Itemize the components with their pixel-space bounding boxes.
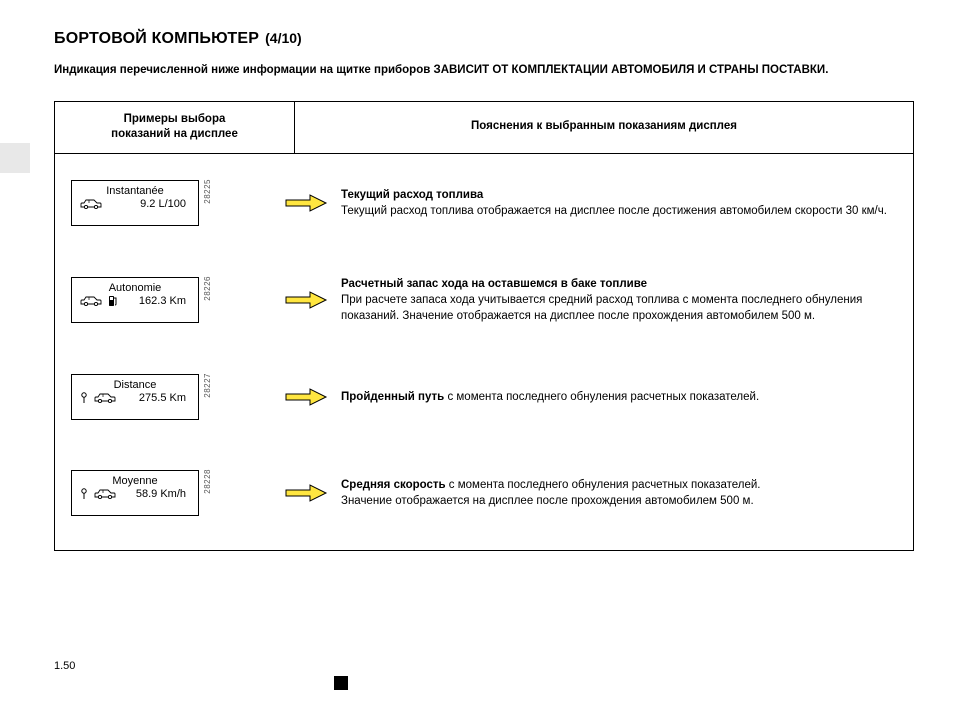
footer-marker xyxy=(334,676,348,690)
figure-number: 28226 xyxy=(203,276,212,301)
display-value: 9.2 L/100 xyxy=(108,198,190,210)
display-value: 162.3 Km xyxy=(124,295,190,307)
title-row: БОРТОВОЙ КОМПЬЮТЕР (4/10) xyxy=(54,30,914,48)
arrow-icon xyxy=(284,291,328,309)
table-header: Примеры выбора показаний на дисплее Пояс… xyxy=(55,102,913,154)
display-column: Moyenne58.9 Km/h 28228 xyxy=(71,470,271,516)
arrow-icon xyxy=(284,484,328,502)
header-left-line2: показаний на дисплее xyxy=(111,128,238,140)
car-icon xyxy=(94,392,116,404)
description-title: Расчетный запас хода на оставшемся в бак… xyxy=(341,278,647,290)
display-column: Distance275.5 Km 28227 xyxy=(71,374,271,420)
description: Средняя скорость с момента последнего об… xyxy=(341,477,897,509)
display-box: Autonomie162.3 Km xyxy=(71,277,199,323)
display-value: 275.5 Km xyxy=(122,392,190,404)
table-body: Instantanée9.2 L/100 28225 Текущий расход … xyxy=(55,154,913,550)
description-body: При расчете запаса хода учитывается сред… xyxy=(341,294,862,322)
description: Расчетный запас хода на оставшемся в бак… xyxy=(341,276,897,324)
description-title: Пройденный путь xyxy=(341,391,444,403)
display-label: Distance xyxy=(72,375,198,392)
subtitle-lead: Индикация перечисленной ниже информации … xyxy=(54,64,433,76)
display-label: Instantanée xyxy=(72,181,198,198)
arrow-column xyxy=(271,484,341,502)
display-label: Autonomie xyxy=(72,278,198,295)
table-row: Distance275.5 Km 28227 Пройденный путь с м… xyxy=(71,374,897,420)
description-inline: с момента последнего обнуления расчетных… xyxy=(446,479,761,491)
display-value-row: 275.5 Km xyxy=(72,392,198,406)
header-left-line1: Примеры выбора xyxy=(124,113,226,125)
description-title: Текущий расход топлива xyxy=(341,189,483,201)
page-counter: (4/10) xyxy=(265,30,302,46)
car-icon xyxy=(80,295,102,307)
page-edge-tab xyxy=(0,143,30,173)
arrow-icon xyxy=(284,388,328,406)
header-right: Пояснения к выбранным показаниям дисплея xyxy=(295,102,913,153)
fuel-pump-icon xyxy=(108,295,118,307)
arrow-column xyxy=(271,388,341,406)
description-title: Средняя скорость xyxy=(341,479,446,491)
subtitle: Индикация перечисленной ниже информации … xyxy=(54,62,914,79)
pin-icon xyxy=(80,392,88,404)
pin-icon xyxy=(80,488,88,500)
subtitle-bold: ЗАВИСИТ ОТ КОМПЛЕКТАЦИИ АВТОМОБИЛЯ И СТР… xyxy=(433,64,828,76)
table-row: Instantanée9.2 L/100 28225 Текущий расход … xyxy=(71,180,897,226)
page-content: БОРТОВОЙ КОМПЬЮТЕР (4/10) Индикация пере… xyxy=(0,0,954,551)
info-table: Примеры выбора показаний на дисплее Пояс… xyxy=(54,101,914,551)
arrow-column xyxy=(271,291,341,309)
arrow-icon xyxy=(284,194,328,212)
display-box: Distance275.5 Km xyxy=(71,374,199,420)
display-value-row: 9.2 L/100 xyxy=(72,198,198,212)
arrow-column xyxy=(271,194,341,212)
header-left: Примеры выбора показаний на дисплее xyxy=(55,102,295,153)
page-title: БОРТОВОЙ КОМПЬЮТЕР xyxy=(54,30,259,48)
figure-number: 28227 xyxy=(203,373,212,398)
display-box: Instantanée9.2 L/100 xyxy=(71,180,199,226)
display-value: 58.9 Km/h xyxy=(122,488,190,500)
description: Пройденный путь с момента последнего обн… xyxy=(341,389,897,405)
page-number: 1.50 xyxy=(54,660,75,672)
display-label: Moyenne xyxy=(72,471,198,488)
car-icon xyxy=(94,488,116,500)
figure-number: 28228 xyxy=(203,469,212,494)
description-body: Значение отображается на дисплее после п… xyxy=(341,495,754,507)
display-value-row: 162.3 Km xyxy=(72,295,198,309)
table-row: Autonomie162.3 Km 28226 Расчетный запас хо… xyxy=(71,276,897,324)
description-inline: с момента последнего обнуления расчетных… xyxy=(444,391,759,403)
display-column: Instantanée9.2 L/100 28225 xyxy=(71,180,271,226)
description-body: Текущий расход топлива отображается на д… xyxy=(341,205,887,217)
table-row: Moyenne58.9 Km/h 28228 Средняя скорость с … xyxy=(71,470,897,516)
display-column: Autonomie162.3 Km 28226 xyxy=(71,277,271,323)
figure-number: 28225 xyxy=(203,179,212,204)
description: Текущий расход топлива Текущий расход топ… xyxy=(341,187,897,219)
display-box: Moyenne58.9 Km/h xyxy=(71,470,199,516)
display-value-row: 58.9 Km/h xyxy=(72,488,198,502)
car-icon xyxy=(80,198,102,210)
